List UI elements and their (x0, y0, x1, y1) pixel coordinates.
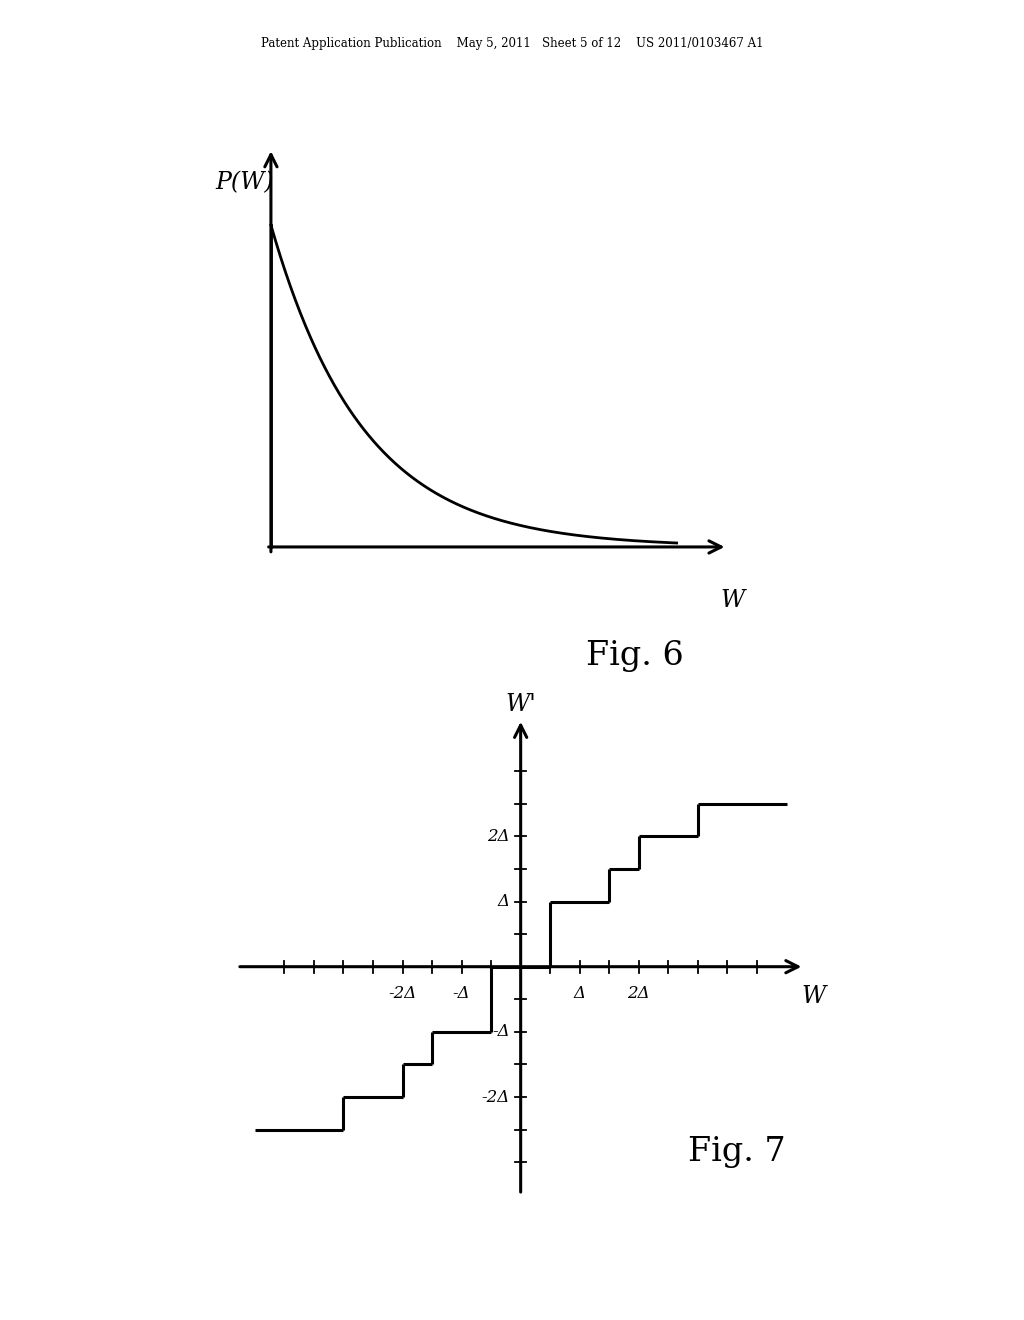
Text: -Δ: -Δ (453, 985, 470, 1002)
Text: -2Δ: -2Δ (388, 985, 417, 1002)
Text: Patent Application Publication    May 5, 2011   Sheet 5 of 12    US 2011/0103467: Patent Application Publication May 5, 20… (261, 37, 763, 50)
Text: -Δ: -Δ (493, 1023, 510, 1040)
Text: -2Δ: -2Δ (481, 1089, 510, 1106)
Text: W: W (801, 985, 825, 1008)
Text: Δ: Δ (573, 985, 586, 1002)
Text: W': W' (506, 693, 537, 715)
Text: P(W): P(W) (215, 172, 273, 194)
Text: W: W (720, 589, 744, 612)
Text: Fig. 6: Fig. 6 (586, 640, 684, 672)
Text: Fig. 7: Fig. 7 (688, 1137, 786, 1168)
Text: 2Δ: 2Δ (628, 985, 650, 1002)
Text: Δ: Δ (498, 894, 510, 909)
Text: 2Δ: 2Δ (487, 828, 510, 845)
